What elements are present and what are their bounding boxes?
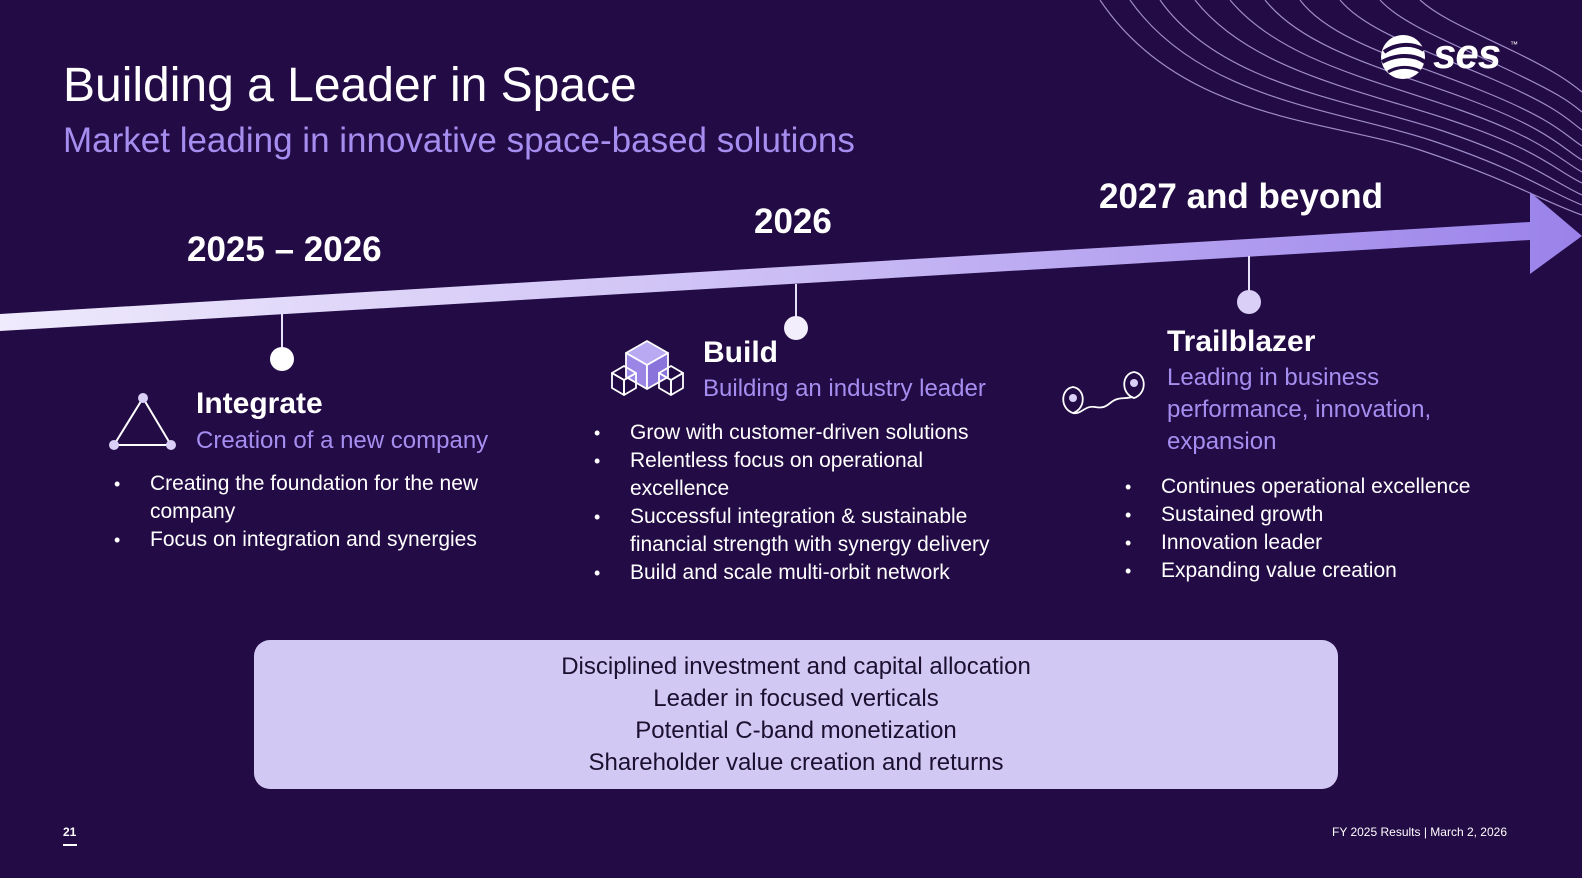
logo-trademark: ™	[1510, 40, 1518, 49]
list-item: Continues operational excellence	[1125, 473, 1525, 501]
list-item: Sustained growth	[1125, 501, 1525, 529]
summary-line: Shareholder value creation and returns	[588, 748, 1004, 776]
bullet-list-trailblazer: Continues operational excellence Sustain…	[1125, 473, 1525, 585]
year-label-integrate: 2025 – 2026	[187, 230, 382, 269]
stage-title-build: Build	[703, 336, 778, 369]
logo-text: ses	[1433, 30, 1501, 77]
stage-subtitle-integrate: Creation of a new company	[196, 427, 489, 454]
milestone-dot-build	[784, 316, 808, 340]
ses-globe-icon	[1381, 35, 1427, 79]
stage-title-integrate: Integrate	[196, 387, 323, 420]
summary-box: Disciplined investment and capital alloc…	[254, 640, 1338, 789]
list-item: Grow with customer-driven solutions	[594, 419, 1019, 447]
bullet-list-integrate: Creating the foundation for the new comp…	[114, 470, 514, 554]
page-number: 21	[63, 825, 77, 839]
route-pins-icon	[1062, 371, 1145, 415]
footer-text: FY 2025 Results | March 2, 2026	[1332, 825, 1507, 839]
list-item: Successful integration & sustainable fin…	[594, 503, 1019, 559]
stage-subtitle-build: Building an industry leader	[703, 375, 986, 402]
triangle-network-icon	[109, 393, 176, 450]
summary-line: Potential C-band monetization	[635, 716, 957, 744]
milestone-dot-integrate	[270, 347, 294, 371]
bullet-list-build: Grow with customer-driven solutions Rele…	[594, 419, 1019, 587]
milestone-dot-trailblazer	[1237, 290, 1261, 314]
list-item: Relentless focus on operational excellen…	[594, 447, 1019, 503]
year-label-build: 2026	[754, 202, 832, 241]
page-number-underline	[63, 844, 77, 846]
list-item: Expanding value creation	[1125, 557, 1525, 585]
summary-line: Disciplined investment and capital alloc…	[561, 652, 1031, 680]
stage-title-trailblazer: Trailblazer	[1167, 325, 1316, 358]
summary-line: Leader in focused verticals	[653, 684, 939, 712]
list-item: Creating the foundation for the new comp…	[114, 470, 514, 526]
ses-logo: ses ™	[1378, 30, 1518, 80]
timeline-arrow	[0, 192, 1582, 331]
year-label-trailblazer: 2027 and beyond	[1099, 177, 1383, 216]
page-title: Building a Leader in Space	[63, 59, 637, 112]
cubes-icon	[611, 340, 684, 396]
list-item: Build and scale multi-orbit network	[594, 559, 1019, 587]
decorative-wave-lines	[1099, 0, 1582, 216]
page-subtitle: Market leading in innovative space-based…	[63, 121, 855, 160]
list-item: Innovation leader	[1125, 529, 1525, 557]
stage-subtitle-trailblazer: Leading in business performance, innovat…	[1167, 364, 1432, 455]
list-item: Focus on integration and synergies	[114, 526, 514, 554]
